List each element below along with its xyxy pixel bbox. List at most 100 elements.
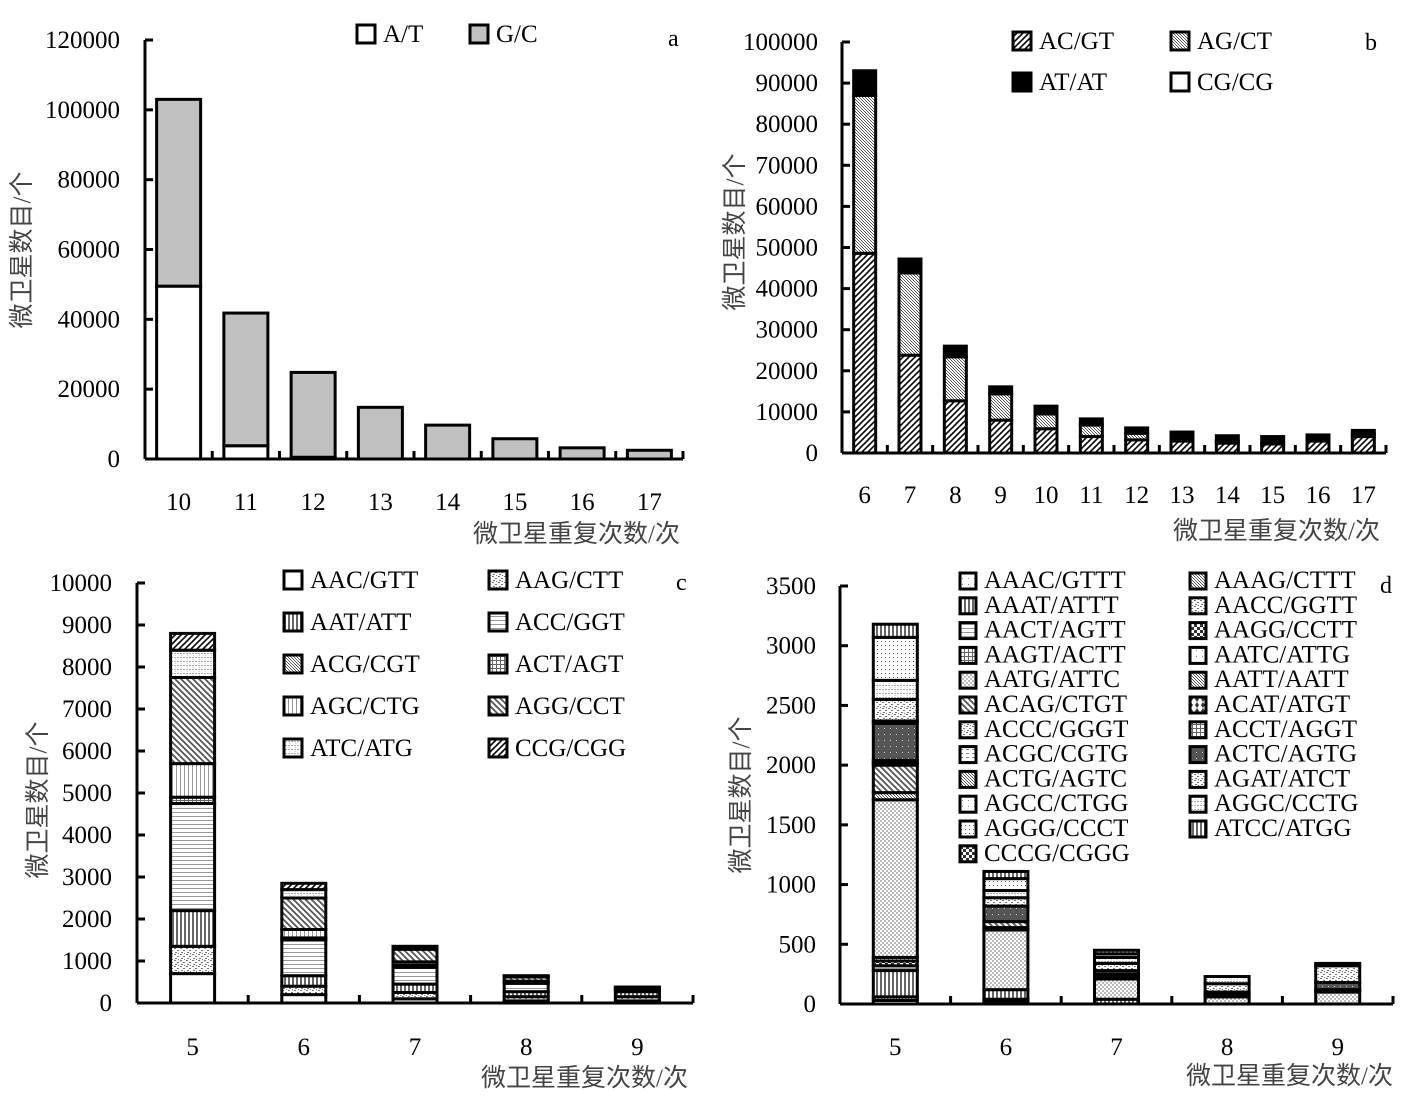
y-axis-title: 微卫星数目/个	[721, 154, 749, 311]
x-tick-label: 6	[858, 482, 871, 509]
bar-stack-12	[289, 370, 337, 461]
y-tick-label: 1000	[766, 872, 816, 899]
x-axis-title: 微卫星重复次数/次	[473, 520, 680, 548]
bar-segment-g-c	[155, 97, 203, 288]
bar-stack-12	[1124, 426, 1150, 455]
bar-segment-ccg-cgg	[280, 881, 328, 892]
x-tick-label: 10	[166, 489, 191, 516]
legend-item: AAT/ATT	[282, 609, 411, 636]
panel-label: a	[668, 26, 679, 52]
legend-label: AC/GT	[1039, 28, 1114, 55]
bar-stack-17	[625, 448, 673, 461]
y-tick-label: 120000	[45, 27, 120, 54]
legend-item: CG/CG	[1169, 69, 1273, 96]
legend-swatch	[958, 571, 978, 591]
legend-swatch	[958, 695, 978, 715]
x-tick-label: 5	[186, 1034, 199, 1061]
legend-swatch	[487, 611, 509, 633]
y-tick-label: 0	[806, 440, 819, 467]
legend-item: AATT/AATT	[1188, 666, 1349, 693]
legend-item: AAAT/ATTT	[958, 592, 1119, 619]
bar-segment-aat-att	[169, 909, 217, 948]
legend-item: A/T	[355, 21, 423, 48]
bar-segment-aatg-attc	[1093, 977, 1140, 1001]
legend-label: G/C	[496, 21, 538, 48]
bar-segment-ag-ct	[988, 392, 1014, 422]
bar-segment-agg-cct	[169, 676, 217, 766]
bar-stack-8	[1203, 975, 1251, 1006]
legend-item: AAAG/CTTT	[1188, 567, 1356, 594]
legend-item: AACT/AGTT	[958, 617, 1126, 644]
bar-segment-aat-att	[280, 974, 328, 988]
legend-swatch	[1188, 695, 1208, 715]
legend-label: ACGC/CGTG	[984, 741, 1128, 768]
y-tick-label: 100000	[743, 29, 818, 56]
x-axis-title: 微卫星重复次数/次	[481, 1064, 688, 1092]
legend-label: AAGT/ACTT	[984, 641, 1126, 668]
legend-item: ACGC/CGTG	[958, 741, 1128, 768]
bar-stack-9	[1314, 961, 1362, 1006]
y-tick-label: 0	[108, 446, 121, 473]
legend-swatch	[1188, 720, 1208, 740]
bar-segment-actc-agtg	[982, 904, 1030, 924]
bar-stack-14	[424, 423, 472, 461]
chart-panel-a: 0 20000 40000 60000 80000 100000 120000 10 11 12 1…	[8, 21, 685, 548]
bar-segment-a-t	[222, 444, 270, 461]
bar-stack-17	[1350, 428, 1376, 455]
legend-item: ACCT/AGGT	[1188, 716, 1357, 743]
bar-stack-7	[391, 944, 439, 1005]
legend-swatch	[1188, 794, 1208, 814]
legend-label: AATC/ATTG	[1214, 641, 1350, 668]
bar-stack-11	[222, 311, 270, 461]
legend-label: A/T	[383, 21, 423, 48]
x-tick-label: 16	[570, 489, 595, 516]
x-tick-label: 9	[631, 1034, 644, 1061]
legend-swatch	[282, 611, 304, 633]
y-axis-title: 微卫星数目/个	[24, 722, 52, 879]
bar-stack-5	[871, 622, 919, 1006]
legend-swatch	[487, 653, 509, 675]
bar-segment-at-at	[1214, 434, 1240, 443]
y-tick-label: 60000	[58, 237, 121, 264]
legend-swatch	[1188, 596, 1208, 616]
legend-swatch	[355, 23, 377, 45]
bar-segment-ccg-cgg	[169, 631, 217, 652]
x-tick-label: 17	[1351, 482, 1376, 509]
x-tick-label: 14	[435, 489, 461, 516]
bar-segment-agg-cct	[391, 947, 439, 964]
legend-item: ACG/CGT	[282, 651, 420, 678]
bar-segment-g-c	[356, 405, 404, 461]
bar-segment-ag-ct	[852, 93, 878, 255]
legend-swatch	[487, 569, 509, 591]
bar-segment-atcc-atgg	[982, 869, 1030, 881]
x-axis-title: 微卫星重复次数/次	[1186, 1062, 1393, 1090]
legend-label: AGCC/CTGG	[984, 790, 1128, 817]
bar-stack-6	[280, 881, 328, 1005]
y-tick-label: 4000	[62, 822, 112, 849]
bar-segment-at-at	[1033, 404, 1059, 416]
legend-label: AT/AT	[1039, 69, 1107, 96]
legend-label: AAGG/CCTT	[1214, 617, 1357, 644]
bar-segment-aatg-attc	[871, 798, 919, 959]
legend-swatch	[958, 819, 978, 839]
legend-item: AT/AT	[1011, 69, 1107, 96]
legend: A/T G/C	[355, 21, 538, 48]
legend-label: ACC/GGT	[515, 609, 625, 636]
legend-swatch	[958, 621, 978, 641]
bar-stack-9	[988, 385, 1014, 455]
y-tick-label: 30000	[756, 317, 819, 344]
bar-segment-ccg-cgg	[391, 944, 439, 949]
legend-label: ACCT/AGGT	[1214, 716, 1357, 743]
x-tick-label: 7	[904, 482, 917, 509]
x-tick-label: 17	[637, 489, 662, 516]
legend-label: AAT/ATT	[310, 609, 411, 636]
legend-label: AATG/ATTC	[984, 666, 1120, 693]
x-tick-label: 7	[1110, 1034, 1123, 1061]
x-tick-label: 13	[1170, 482, 1195, 509]
y-tick-label: 2500	[766, 692, 816, 719]
bar-segment-at-at	[852, 69, 878, 97]
bar-segment-ccg-cgg	[613, 985, 661, 990]
bar-segment-agg-cct	[280, 896, 328, 931]
legend-swatch	[1011, 30, 1033, 52]
bar-stack-10	[155, 97, 203, 461]
